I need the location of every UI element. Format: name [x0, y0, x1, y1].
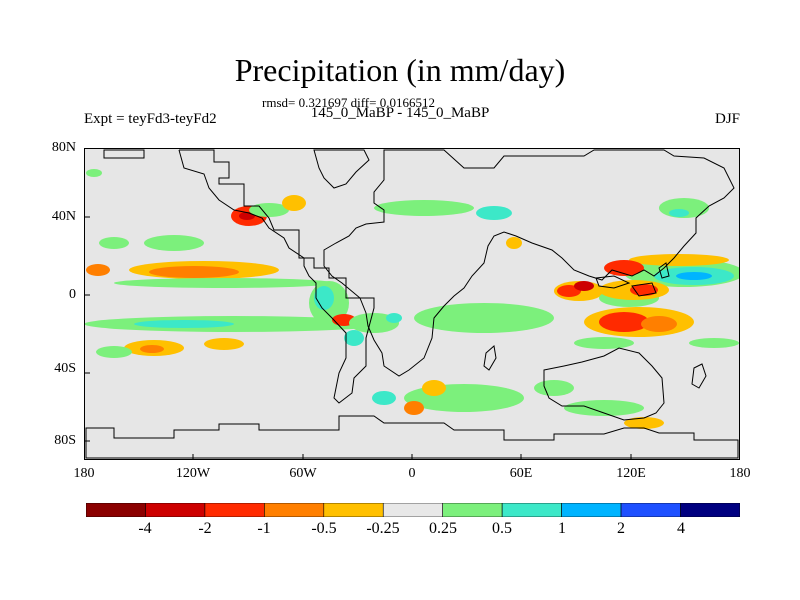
eurasia-africa-coastline	[323, 149, 735, 377]
colorbar	[86, 503, 740, 517]
colorbar-swatch-6	[442, 503, 503, 517]
colorbar-swatch-4	[323, 503, 384, 517]
islands-coastline	[595, 262, 670, 297]
colorbar-swatch-5	[382, 503, 444, 517]
colorbar-swatch-2	[204, 503, 265, 517]
coastlines	[85, 149, 739, 459]
lon-label-180e: 180	[729, 466, 751, 481]
colorbar-label-5: 0.25	[429, 520, 457, 537]
colorbar-label-0: -4	[138, 520, 152, 537]
lat-label-80n: 80N	[51, 140, 76, 155]
colorbar-label-6: 0.5	[492, 520, 512, 537]
lon-label-60w: 60W	[289, 466, 317, 481]
greenland-coastline	[313, 149, 370, 189]
colorbar-label-8: 2	[617, 520, 625, 537]
lon-label-60e: 60E	[509, 466, 533, 481]
colorbar-label-9: 4	[677, 520, 685, 537]
madagascar-coastline	[483, 345, 497, 371]
lon-label-0: 0	[408, 466, 416, 481]
lat-label-80s: 80S	[54, 433, 76, 448]
colorbar-label-2: -1	[257, 520, 271, 537]
lat-label-40n: 40N	[51, 209, 76, 224]
map-subtitle: 145_0_MaBP - 145_0_MaBP	[310, 105, 490, 121]
colorbar-swatch-8	[561, 503, 622, 517]
colorbar-label-7: 1	[558, 520, 566, 537]
americas-coastline	[103, 149, 375, 404]
colorbar-swatch-3	[264, 503, 325, 517]
lon-label-120e: 120E	[616, 466, 646, 481]
colorbar-swatch-7	[501, 503, 562, 517]
australia-coastline	[543, 347, 665, 421]
colorbar-label-4: -0.25	[366, 520, 400, 537]
lat-label-40s: 40S	[54, 361, 76, 376]
colorbar-label-1: -2	[198, 520, 212, 537]
lon-label-120w: 120W	[175, 466, 211, 481]
antarctica-coastline	[85, 415, 739, 459]
colorbar-swatch-1	[145, 503, 206, 517]
map-title: Precipitation (in mm/day)	[234, 52, 566, 88]
colorbar-label-3: -0.5	[311, 520, 337, 537]
colorbar-swatch-0	[86, 503, 146, 517]
tick-marks	[84, 148, 632, 460]
experiment-label: Expt = teyFd3-teyFd2	[84, 111, 217, 127]
lat-label-0: 0	[69, 287, 76, 302]
stats-line: rmsd= 0.321697 diff= 0.0166512	[262, 95, 435, 110]
season-label: DJF	[714, 111, 740, 127]
colorbar-swatch-10	[680, 503, 740, 517]
colorbar-swatch-9	[620, 503, 681, 517]
lon-label-180w: 180	[73, 466, 95, 481]
precip-map	[84, 148, 740, 460]
anomaly-field	[84, 169, 740, 429]
new-zealand-coastline	[691, 363, 707, 389]
